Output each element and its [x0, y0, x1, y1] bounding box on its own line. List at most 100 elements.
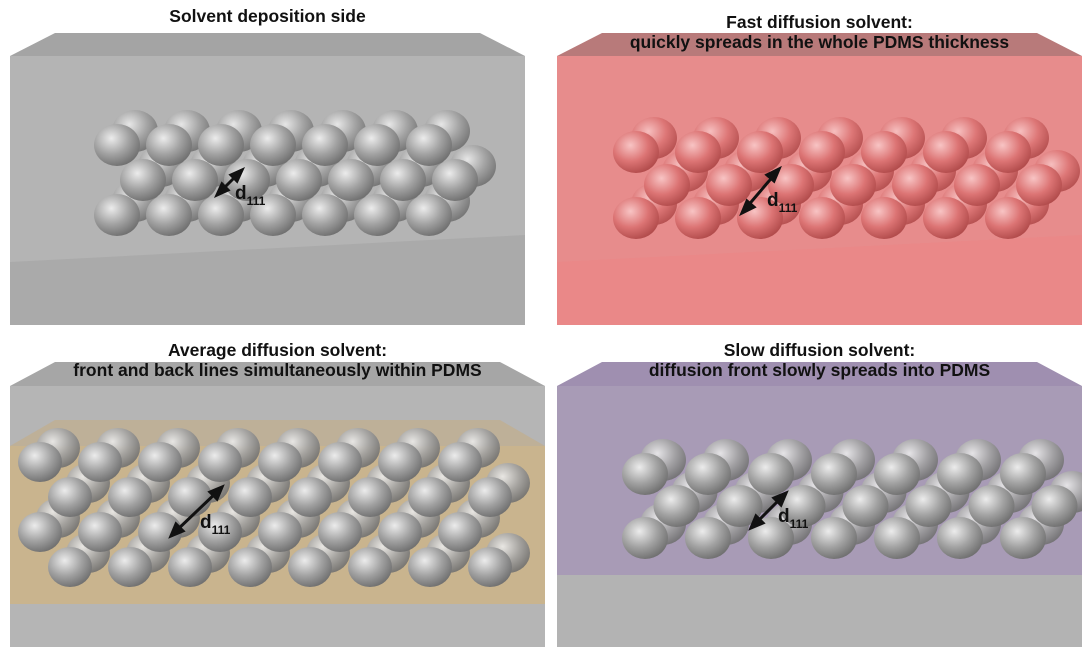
- sphere: [468, 477, 512, 517]
- sphere: [354, 124, 400, 166]
- sphere: [318, 512, 362, 552]
- sphere: [250, 124, 296, 166]
- sphere: [302, 194, 348, 236]
- sphere: [408, 477, 452, 517]
- caption-line: quickly spreads in the whole PDMS thickn…: [557, 32, 1082, 52]
- sphere: [354, 194, 400, 236]
- sphere: [172, 159, 218, 201]
- panel-4-caption: Slow diffusion solvent: diffusion front …: [557, 340, 1082, 380]
- caption-line: Slow diffusion solvent:: [557, 340, 1082, 360]
- sphere: [138, 442, 182, 482]
- sphere: [1000, 517, 1046, 559]
- sphere: [843, 485, 889, 527]
- sphere: [799, 197, 845, 239]
- sphere: [18, 442, 62, 482]
- sphere: [811, 453, 857, 495]
- sphere: [48, 547, 92, 587]
- sphere: [378, 442, 422, 482]
- sphere: [906, 485, 952, 527]
- sphere: [923, 131, 969, 173]
- caption-line: Fast diffusion solvent:: [557, 12, 1082, 32]
- sphere: [874, 453, 920, 495]
- sphere: [228, 477, 272, 517]
- sphere: [675, 197, 721, 239]
- sphere: [288, 547, 332, 587]
- sphere: [168, 547, 212, 587]
- sphere: [348, 477, 392, 517]
- sphere: [1032, 485, 1078, 527]
- sphere: [198, 124, 244, 166]
- sphere: [969, 485, 1015, 527]
- sphere: [288, 477, 332, 517]
- panel-fast-diffusion: d111: [557, 33, 1082, 325]
- sphere: [685, 453, 731, 495]
- caption-line: front and back lines simultaneously with…: [10, 360, 545, 380]
- sphere: [468, 547, 512, 587]
- panel-average-diffusion: d111: [10, 362, 545, 647]
- sphere: [923, 197, 969, 239]
- sphere: [830, 164, 876, 206]
- sphere: [985, 131, 1031, 173]
- sphere: [348, 547, 392, 587]
- sphere: [706, 164, 752, 206]
- sphere: [406, 124, 452, 166]
- sphere: [985, 197, 1031, 239]
- sphere: [78, 442, 122, 482]
- sphere: [302, 124, 348, 166]
- panel-1-caption: Solvent deposition side: [10, 6, 525, 26]
- sphere: [432, 159, 478, 201]
- sphere: [1016, 164, 1062, 206]
- sphere: [811, 517, 857, 559]
- sphere: [328, 159, 374, 201]
- sphere: [258, 442, 302, 482]
- sphere: [108, 547, 152, 587]
- sphere: [438, 512, 482, 552]
- sphere: [937, 453, 983, 495]
- sphere: [737, 131, 783, 173]
- sphere: [198, 442, 242, 482]
- caption-line: Solvent deposition side: [10, 6, 525, 26]
- sphere: [258, 512, 302, 552]
- sphere: [146, 124, 192, 166]
- sphere: [937, 517, 983, 559]
- caption-line: diffusion front slowly spreads into PDMS: [557, 360, 1082, 380]
- sphere: [94, 194, 140, 236]
- sphere: [622, 453, 668, 495]
- sphere: [168, 477, 212, 517]
- sphere: [685, 517, 731, 559]
- sphere: [108, 477, 152, 517]
- sphere: [622, 517, 668, 559]
- sphere: [78, 512, 122, 552]
- sphere: [654, 485, 700, 527]
- pdms-block-top-face: [10, 33, 525, 56]
- sphere: [954, 164, 1000, 206]
- sphere: [748, 453, 794, 495]
- sphere: [48, 477, 92, 517]
- sphere: [861, 131, 907, 173]
- sphere: [861, 197, 907, 239]
- panel-solvent-deposition: d111: [10, 33, 525, 325]
- sphere: [613, 131, 659, 173]
- sphere: [613, 197, 659, 239]
- sphere: [378, 512, 422, 552]
- sphere: [799, 131, 845, 173]
- panel-3-caption: Average diffusion solvent: front and bac…: [10, 340, 545, 380]
- sphere: [18, 512, 62, 552]
- sphere: [406, 194, 452, 236]
- caption-line: Average diffusion solvent:: [10, 340, 545, 360]
- sphere: [94, 124, 140, 166]
- panel-slow-diffusion: d111: [557, 362, 1082, 647]
- sphere: [874, 517, 920, 559]
- sphere: [318, 442, 362, 482]
- sphere-lattice: [94, 110, 496, 236]
- sphere: [380, 159, 426, 201]
- sphere: [1000, 453, 1046, 495]
- sphere: [120, 159, 166, 201]
- panel-2-caption: Fast diffusion solvent: quickly spreads …: [557, 12, 1082, 52]
- sphere: [146, 194, 192, 236]
- sphere: [892, 164, 938, 206]
- sphere: [408, 547, 452, 587]
- sphere: [675, 131, 721, 173]
